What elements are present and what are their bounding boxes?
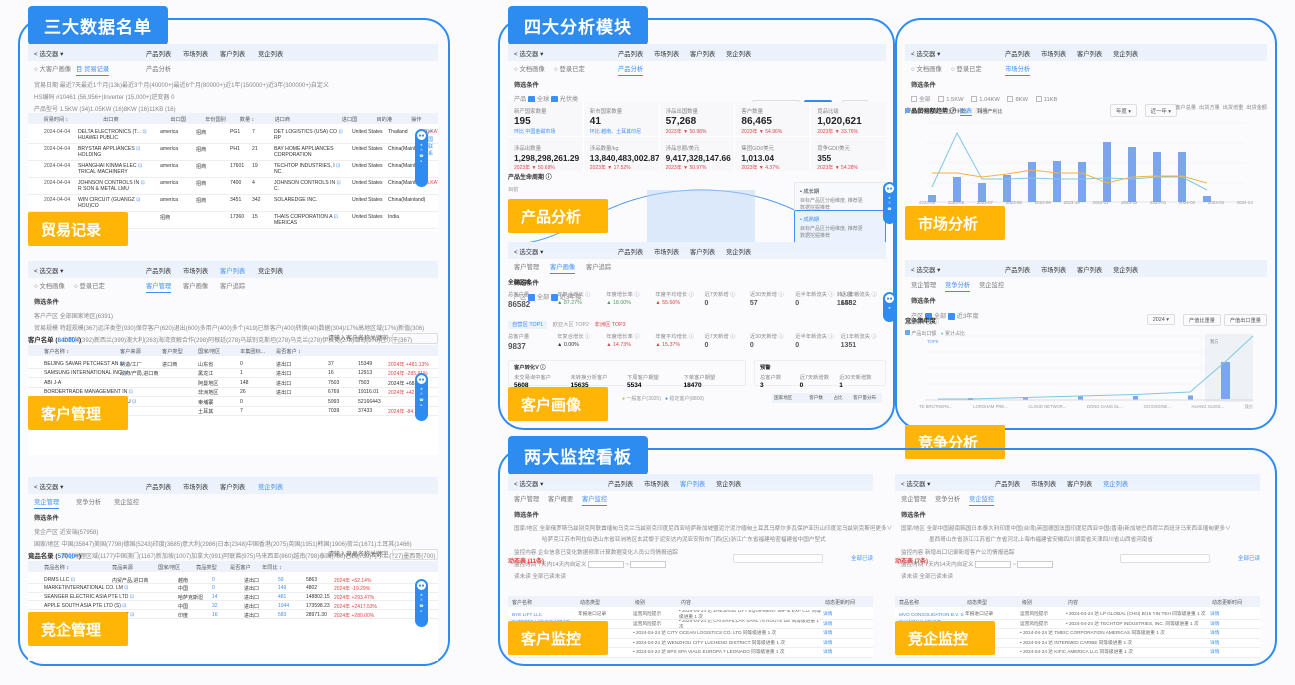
svg-text:TOP5: TOP5 <box>927 339 939 344</box>
svg-text:我方: 我方 <box>1210 338 1219 345</box>
